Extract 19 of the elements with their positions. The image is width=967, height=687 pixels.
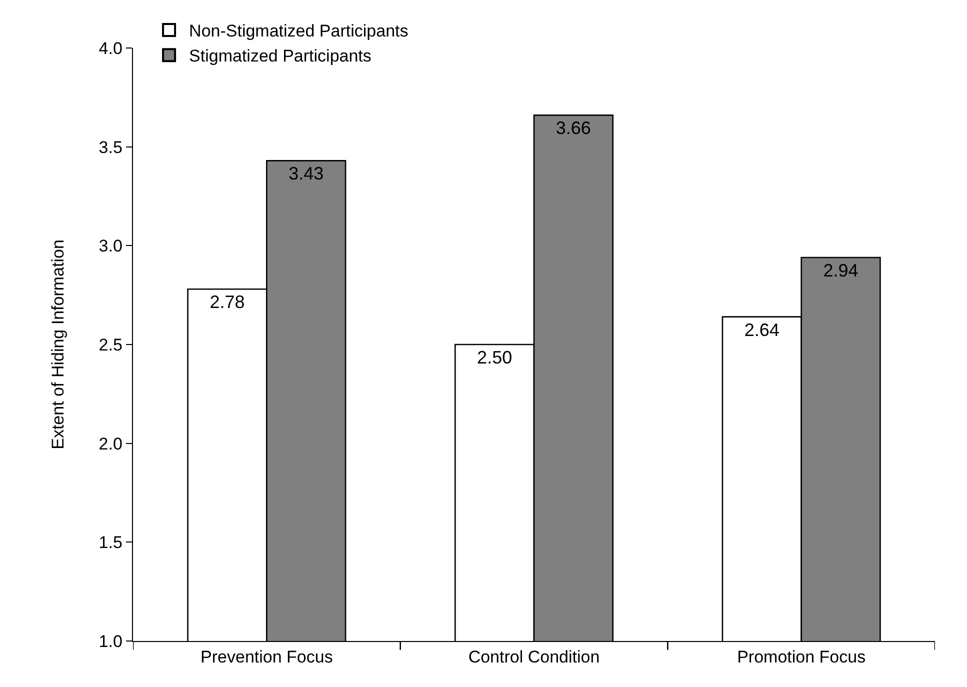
data-label: 2.78 bbox=[210, 292, 245, 312]
legend-label: Non-Stigmatized Participants bbox=[189, 22, 408, 41]
y-axis-title: Extent of Hiding Information bbox=[48, 240, 68, 450]
x-tick-label: Promotion Focus bbox=[737, 648, 866, 667]
data-label: 2.50 bbox=[477, 348, 512, 368]
data-label: 3.43 bbox=[288, 164, 324, 184]
data-label: 2.94 bbox=[823, 260, 858, 281]
y-tick-label: 1.5 bbox=[98, 533, 122, 552]
legend-label: Stigmatized Participants bbox=[189, 46, 372, 66]
y-tick-label: 1.0 bbox=[98, 632, 122, 651]
y-tick-label: 2.5 bbox=[98, 335, 122, 354]
y-tick-label: 4.0 bbox=[98, 38, 122, 58]
x-tick-label: Prevention Focus bbox=[200, 648, 333, 667]
y-tick-label: 2.0 bbox=[98, 434, 122, 454]
data-label: 3.66 bbox=[556, 118, 591, 138]
x-tick-label: Control Condition bbox=[468, 648, 600, 667]
data-label: 2.64 bbox=[744, 320, 780, 340]
y-tick-label: 3.5 bbox=[98, 138, 122, 157]
y-tick-label: 3.0 bbox=[98, 236, 122, 256]
